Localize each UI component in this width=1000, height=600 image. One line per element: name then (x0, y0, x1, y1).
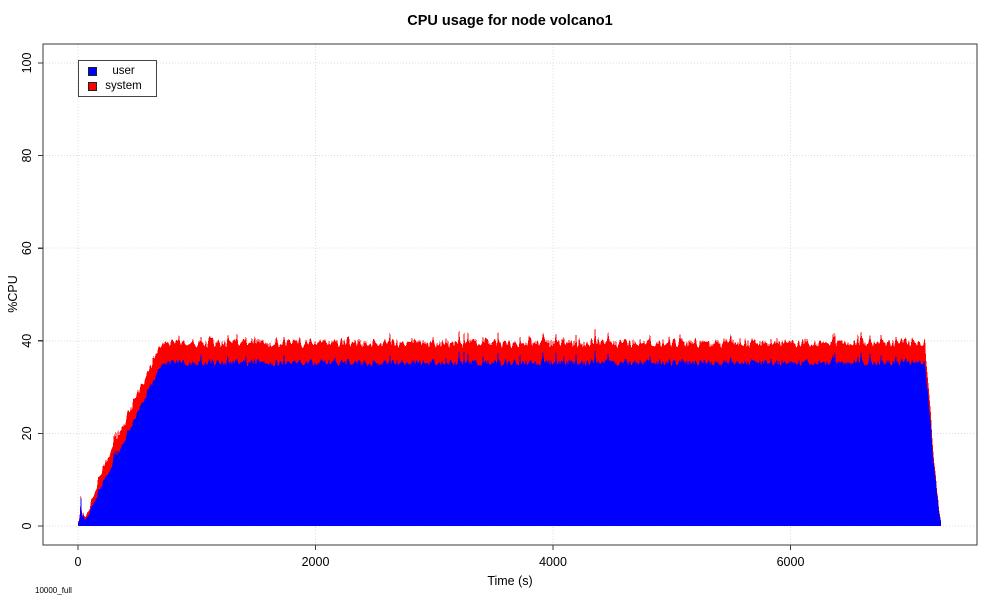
legend-label-system: system (105, 80, 142, 92)
chart-title: CPU usage for node volcano1 (407, 13, 613, 29)
y-axis-label: %CPU (6, 275, 20, 313)
legend-label-user: user (112, 65, 135, 77)
y-tick-label: 80 (20, 149, 34, 163)
y-tick-label: 100 (20, 53, 34, 74)
x-axis-label: Time (s) (487, 574, 533, 588)
x-tick-label: 4000 (539, 555, 567, 569)
series-user-area (78, 347, 941, 526)
x-tick-label: 6000 (777, 555, 805, 569)
y-tick-label: 0 (20, 522, 34, 529)
watermark-label: 10000_full (35, 586, 72, 595)
legend: user system (78, 60, 157, 97)
y-tick-label: 20 (20, 426, 34, 440)
legend-item-system: system (79, 80, 156, 92)
legend-swatch-user-icon (88, 66, 97, 76)
y-tick-label: 40 (20, 334, 34, 348)
y-tick-label: 60 (20, 241, 34, 255)
legend-item-user: user (79, 65, 156, 77)
plot-frame (42, 43, 978, 546)
legend-swatch-system-icon (88, 81, 97, 91)
x-tick-label: 0 (75, 555, 82, 569)
x-tick-label: 2000 (302, 555, 330, 569)
